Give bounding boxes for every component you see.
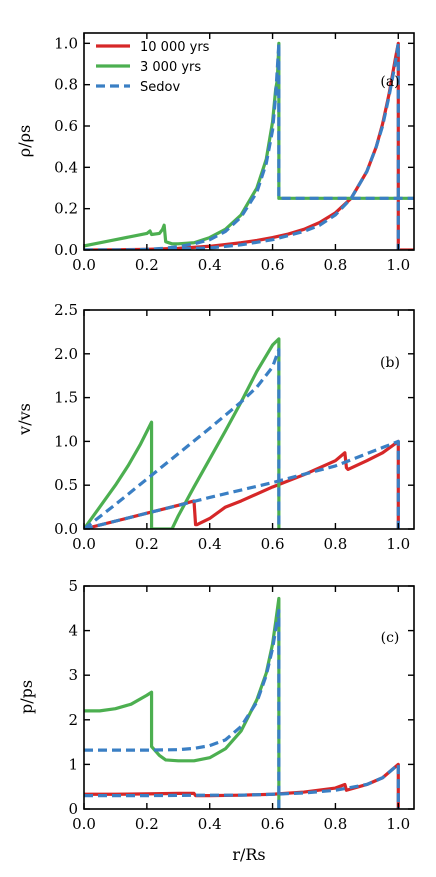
panel-c-y-ticks: 0 1 2 3 4 5 [68, 577, 414, 818]
panel-b-x-tick-label: 0.8 [323, 535, 347, 553]
panel-b-x-tick-label: 0.0 [72, 535, 96, 553]
panel-c-y-tick-label: 4 [68, 622, 78, 640]
panel-c-series-sedov-10-000-yrs [84, 762, 400, 809]
panel-b-y-tick-label: 0.0 [54, 520, 78, 538]
panel-a-x-tick-label: 0.4 [198, 256, 222, 274]
panel-b-y-tick-label: 1.0 [54, 432, 78, 450]
panel-b: 0.0 0.2 0.4 0.6 0.8 1.0 0.0 0.5 1.0 1.5 2.0 2.5 (b… [15, 301, 415, 553]
panel-b-x-tick-label: 0.6 [261, 535, 285, 553]
legend-label-sedov: Sedov [140, 80, 180, 95]
panel-a-series-3-000-yrs [84, 41, 414, 248]
panel-b-y-ticks: 0.0 0.5 1.0 1.5 2.0 2.5 [54, 301, 414, 538]
panel-b-frame [83, 309, 415, 530]
panel-c-series [84, 596, 400, 809]
panel-c-y-tick-label: 0 [68, 800, 78, 818]
panel-a-x-tick-label: 0.2 [135, 256, 159, 274]
panel-c-y-tick-label: 2 [68, 711, 78, 729]
panel-a: 0.0 0.2 0.4 0.6 0.8 1.0 0.0 0.2 0.4 0.6 0.8 1.0 (a… [15, 32, 415, 274]
panel-a-x-tick-label: 0.6 [261, 256, 285, 274]
panel-b-y-tick-label: 2.0 [54, 345, 78, 363]
panel-a-y-label: ρ/ρs [15, 125, 34, 157]
panel-a-frame [83, 32, 415, 251]
panel-c-x-tick-label: 0.0 [72, 815, 96, 833]
panel-b-series-3-000-yrs [84, 337, 281, 529]
panel-c-y-tick-label: 1 [68, 755, 78, 773]
panel-a-x-tick-label: 1.0 [386, 256, 410, 274]
panel-c-tag: (c) [381, 630, 400, 646]
panel-c-y-label: p/ps [17, 680, 36, 714]
panel-a-series [84, 41, 414, 250]
panel-a-y-tick-label: 0.0 [54, 241, 78, 259]
panel-c-y-tick-label: 5 [68, 577, 78, 595]
panel-a-series-sedov-10-000-yrs [84, 41, 400, 250]
panel-b-y-label: v/vs [15, 403, 34, 436]
panel-c-y-tick-label: 3 [68, 666, 78, 684]
panel-a-y-tick-label: 0.2 [54, 200, 78, 218]
panel-a-series-sedov-3-000-yrs [84, 41, 414, 250]
panel-a-x-ticks: 0.0 0.2 0.4 0.6 0.8 1.0 [72, 33, 410, 274]
panel-b-tag: (b) [380, 355, 400, 371]
panel-c: 0.0 0.2 0.4 0.6 0.8 1.0 0 1 2 3 4 5 (c) p/ps r/Rs [17, 577, 415, 864]
panel-c-x-tick-label: 0.2 [135, 815, 159, 833]
panel-c-x-label: r/Rs [232, 845, 265, 864]
panel-a-y-tick-label: 0.4 [54, 158, 78, 176]
legend: 10 000 yrs 3 000 yrs Sedov [96, 40, 210, 95]
panel-c-x-tick-label: 0.4 [198, 815, 222, 833]
panel-b-x-tick-label: 0.2 [135, 535, 159, 553]
panel-b-x-tick-label: 0.4 [198, 535, 222, 553]
panel-c-series-sedov-3-000-yrs [84, 608, 281, 809]
panel-a-y-tick-label: 0.8 [54, 76, 78, 94]
panel-b-y-tick-label: 0.5 [54, 476, 78, 494]
panel-b-y-tick-label: 1.5 [54, 389, 78, 407]
panel-c-x-tick-label: 0.8 [323, 815, 347, 833]
panel-a-y-ticks: 0.0 0.2 0.4 0.6 0.8 1.0 [54, 34, 414, 259]
panel-c-series-3-000-yrs [84, 596, 281, 809]
panel-b-series-sedov-10-000-yrs [84, 439, 400, 529]
panel-a-y-tick-label: 1.0 [54, 34, 78, 52]
panel-c-x-tick-label: 1.0 [386, 815, 410, 833]
panel-b-x-tick-label: 1.0 [386, 535, 410, 553]
panel-c-x-tick-label: 0.6 [261, 815, 285, 833]
panel-b-series [84, 337, 400, 529]
legend-label-3000: 3 000 yrs [140, 60, 201, 75]
panel-b-series-sedov-3-000-yrs [84, 347, 281, 529]
panel-a-x-tick-label: 0.0 [72, 256, 96, 274]
panel-a-series-10-000-yrs [84, 41, 414, 250]
panel-c-frame [83, 585, 415, 810]
panel-c-x-ticks: 0.0 0.2 0.4 0.6 0.8 1.0 [72, 586, 410, 833]
panel-a-x-tick-label: 0.8 [323, 256, 347, 274]
legend-label-10000: 10 000 yrs [140, 40, 210, 55]
panel-a-tag: (a) [380, 74, 399, 90]
panel-b-y-tick-label: 2.5 [54, 301, 78, 319]
panel-a-y-tick-label: 0.6 [54, 117, 78, 135]
panel-b-x-ticks: 0.0 0.2 0.4 0.6 0.8 1.0 [72, 310, 410, 553]
